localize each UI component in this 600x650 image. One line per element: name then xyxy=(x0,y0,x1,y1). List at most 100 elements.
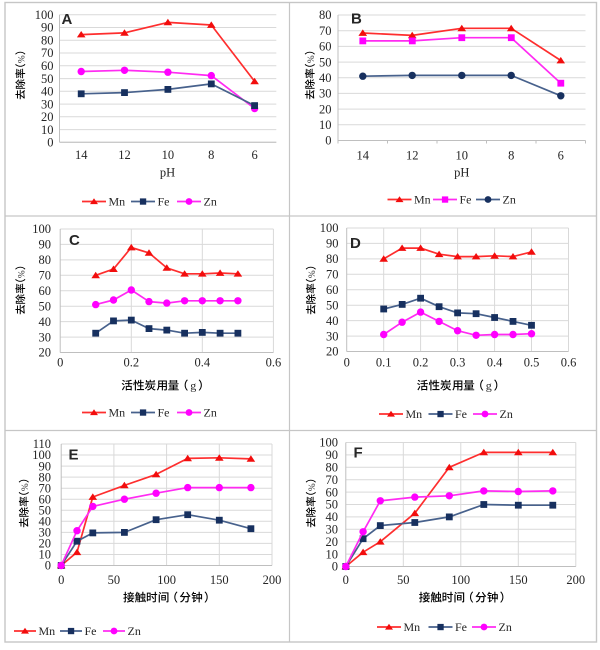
svg-text:90: 90 xyxy=(326,448,339,462)
svg-text:150: 150 xyxy=(509,573,528,587)
svg-text:Zn: Zn xyxy=(204,406,217,420)
svg-text:0.5: 0.5 xyxy=(524,356,540,370)
svg-text:60: 60 xyxy=(39,492,52,506)
svg-text:60: 60 xyxy=(326,485,339,499)
svg-text:30: 30 xyxy=(326,329,339,343)
svg-text:40: 40 xyxy=(326,314,339,328)
svg-text:20: 20 xyxy=(39,346,52,360)
svg-text:Zn: Zn xyxy=(128,624,141,638)
svg-text:80: 80 xyxy=(319,8,332,22)
svg-text:30: 30 xyxy=(41,97,54,111)
svg-text:g: g xyxy=(190,379,196,393)
svg-text:%: % xyxy=(306,55,316,63)
svg-text:90: 90 xyxy=(326,237,339,251)
svg-text:30: 30 xyxy=(319,87,332,101)
svg-text:10: 10 xyxy=(456,149,469,163)
svg-text:70: 70 xyxy=(39,481,52,495)
svg-text:10: 10 xyxy=(39,548,52,562)
svg-text:100: 100 xyxy=(320,221,339,235)
svg-text:14: 14 xyxy=(357,149,370,163)
svg-text:20: 20 xyxy=(39,537,52,551)
svg-text:%: % xyxy=(16,55,26,63)
svg-text:150: 150 xyxy=(210,573,229,587)
svg-text:40: 40 xyxy=(39,515,52,529)
svg-text:pH: pH xyxy=(454,165,469,179)
svg-text:70: 70 xyxy=(319,24,332,38)
svg-text:0: 0 xyxy=(344,356,350,370)
svg-text:0: 0 xyxy=(332,560,338,574)
svg-text:200: 200 xyxy=(566,573,585,587)
svg-text:100: 100 xyxy=(157,573,176,587)
svg-text:Zn: Zn xyxy=(204,195,217,209)
svg-text:12: 12 xyxy=(118,148,131,162)
svg-text:E: E xyxy=(69,446,79,463)
svg-text:20: 20 xyxy=(41,110,54,124)
svg-text:0: 0 xyxy=(57,356,63,370)
svg-text:50: 50 xyxy=(41,72,54,86)
svg-text:0: 0 xyxy=(325,134,331,148)
svg-text:0.4: 0.4 xyxy=(194,356,210,370)
svg-text:8: 8 xyxy=(208,148,214,162)
svg-text:0.2: 0.2 xyxy=(413,356,429,370)
svg-text:10: 10 xyxy=(319,118,332,132)
svg-text:Mn: Mn xyxy=(414,193,431,207)
svg-text:40: 40 xyxy=(326,510,339,524)
svg-text:30: 30 xyxy=(326,523,339,537)
svg-text:0: 0 xyxy=(47,136,53,150)
svg-text:110: 110 xyxy=(33,437,51,451)
svg-text:10: 10 xyxy=(41,123,54,137)
svg-text:Fe: Fe xyxy=(158,195,170,209)
svg-text:20: 20 xyxy=(326,535,339,549)
svg-text:Mn: Mn xyxy=(109,195,126,209)
svg-text:B: B xyxy=(351,11,362,28)
svg-text:14: 14 xyxy=(75,148,88,162)
svg-text:50: 50 xyxy=(319,55,332,69)
svg-text:Mn: Mn xyxy=(404,620,421,634)
svg-text:0.6: 0.6 xyxy=(561,356,577,370)
svg-text:0: 0 xyxy=(45,559,51,573)
svg-text:%: % xyxy=(16,270,26,278)
svg-text:50: 50 xyxy=(39,504,52,518)
svg-text:%: % xyxy=(307,270,317,278)
svg-text:Fe: Fe xyxy=(455,620,467,634)
svg-text:0.2: 0.2 xyxy=(123,356,139,370)
svg-text:Fe: Fe xyxy=(455,407,467,421)
svg-text:30: 30 xyxy=(39,526,52,540)
svg-text:Fe: Fe xyxy=(460,193,472,207)
svg-text:6: 6 xyxy=(251,148,257,162)
svg-text:70: 70 xyxy=(326,268,339,282)
svg-text:70: 70 xyxy=(41,46,54,60)
svg-text:6: 6 xyxy=(558,149,564,163)
svg-text:Fe: Fe xyxy=(158,406,170,420)
svg-text:A: A xyxy=(62,11,73,28)
svg-text:30: 30 xyxy=(39,330,52,344)
svg-text:%: % xyxy=(20,483,30,491)
svg-text:60: 60 xyxy=(39,284,52,298)
svg-text:0: 0 xyxy=(343,573,349,587)
svg-text:Fe: Fe xyxy=(85,624,97,638)
svg-text:90: 90 xyxy=(41,21,54,35)
svg-text:40: 40 xyxy=(41,85,54,99)
svg-text:50: 50 xyxy=(108,573,121,587)
svg-text:F: F xyxy=(354,444,363,461)
svg-text:20: 20 xyxy=(326,345,339,359)
svg-text:60: 60 xyxy=(319,40,332,54)
svg-text:Mn: Mn xyxy=(406,407,423,421)
svg-text:40: 40 xyxy=(39,315,52,329)
svg-text:0.1: 0.1 xyxy=(376,356,392,370)
svg-text:70: 70 xyxy=(39,269,52,283)
svg-text:0: 0 xyxy=(58,573,64,587)
svg-text:100: 100 xyxy=(319,436,338,450)
svg-text:0.6: 0.6 xyxy=(266,356,282,370)
svg-text:8: 8 xyxy=(508,149,514,163)
svg-text:100: 100 xyxy=(32,222,51,236)
svg-text:20: 20 xyxy=(319,102,332,116)
svg-text:50: 50 xyxy=(39,299,52,313)
svg-text:0.3: 0.3 xyxy=(450,356,466,370)
svg-text:10: 10 xyxy=(326,547,339,561)
svg-text:Zn: Zn xyxy=(503,193,516,207)
svg-text:10: 10 xyxy=(162,148,175,162)
svg-text:80: 80 xyxy=(326,252,339,266)
svg-text:200: 200 xyxy=(263,573,282,587)
svg-text:Zn: Zn xyxy=(499,620,512,634)
